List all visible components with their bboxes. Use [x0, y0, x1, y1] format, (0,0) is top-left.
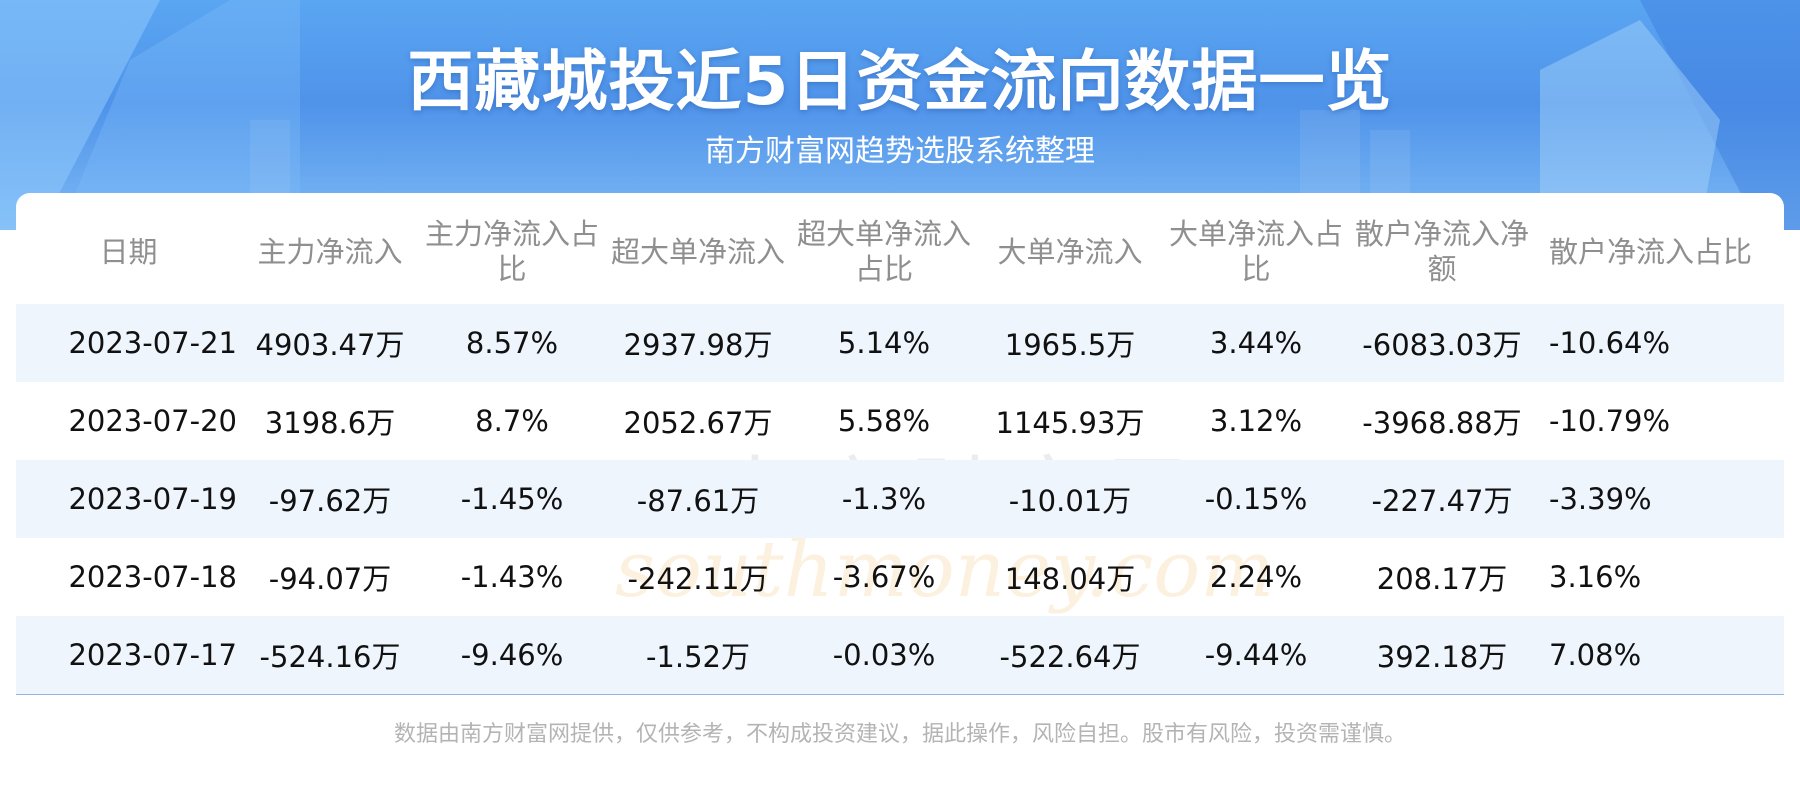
column-header-super-large-net-inflow: 超大单净流入 [610, 234, 785, 269]
cell-large-net-inflow-ratio: -0.15% [1163, 460, 1349, 538]
cell-super-large-net-inflow: -1.52万 [605, 616, 791, 694]
cell-main-net-inflow-ratio: -1.43% [460, 560, 564, 594]
page-subtitle: 南方财富网趋势选股系统整理 [705, 134, 1095, 169]
cell-main-net-inflow-ratio: -1.45% [419, 460, 605, 538]
cell-super-large-net-inflow: -87.61万 [605, 460, 791, 538]
cell-large-net-inflow: 1145.93万 [995, 406, 1145, 440]
cell-super-large-net-inflow: 2052.67万 [623, 406, 773, 440]
cell-main-net-inflow-ratio: -9.46% [419, 616, 605, 694]
cell-retail-net-inflow-ratio: 7.08% [1535, 616, 1784, 694]
cell-date: 2023-07-21 [16, 304, 241, 382]
cell-large-net-inflow: 1965.5万 [977, 304, 1163, 382]
cell-super-large-net-inflow-ratio: 5.58% [837, 404, 931, 438]
cell-large-net-inflow: 148.04万 [1004, 562, 1136, 596]
cell-main-net-inflow-ratio: 8.57% [419, 304, 605, 382]
cell-retail-net-inflow: -6083.03万 [1349, 304, 1535, 382]
table-header-row: 日期 主力净流入 主力净流入占比 超大单净流入 超大单净流入占比 大单净流入 大… [16, 200, 1784, 304]
cell-large-net-inflow: -522.64万 [977, 616, 1163, 694]
cell-large-net-inflow-ratio: 3.12% [1209, 404, 1303, 438]
cell-main-net-inflow-ratio: 8.7% [475, 404, 549, 438]
column-header-retail-net-inflow: 散户净流入净额 [1354, 217, 1529, 286]
column-header-main-net-inflow: 主力净流入 [257, 234, 403, 269]
table-row: 2023-07-20 3198.6万 8.7% 2052.67万 5.58% 1… [16, 382, 1784, 460]
cell-retail-net-inflow-ratio: -10.64% [1535, 304, 1784, 382]
cell-main-net-inflow: -97.62万 [241, 460, 419, 538]
disclaimer-text: 数据由南方财富网提供，仅供参考，不构成投资建议，据此操作，风险自担。股市有风险，… [393, 722, 1406, 747]
cell-main-net-inflow: 4903.47万 [241, 304, 419, 382]
cell-retail-net-inflow-ratio: 3.16% [1549, 560, 1642, 594]
table-card [16, 193, 1784, 695]
table-row: 2023-07-18 -94.07万 -1.43% -242.11万 -3.67… [16, 538, 1784, 616]
page-title: 西藏城投近5日资金流向数据一览 [407, 43, 1393, 120]
cell-large-net-inflow-ratio: 3.44% [1163, 304, 1349, 382]
cell-retail-net-inflow: 392.18万 [1349, 616, 1535, 694]
cell-retail-net-inflow-ratio: -10.79% [1549, 404, 1671, 438]
column-header-large-net-inflow: 大单净流入 [997, 234, 1143, 269]
cell-date: 2023-07-18 [68, 560, 237, 594]
table-row: 2023-07-19 -97.62万 -1.45% -87.61万 -1.3% … [16, 460, 1784, 538]
cell-super-large-net-inflow-ratio: -0.03% [791, 616, 977, 694]
cell-super-large-net-inflow-ratio: -3.67% [832, 560, 936, 594]
cell-date: 2023-07-19 [16, 460, 241, 538]
cell-retail-net-inflow: -227.47万 [1349, 460, 1535, 538]
cell-super-large-net-inflow-ratio: -1.3% [791, 460, 977, 538]
cell-main-net-inflow: 3198.6万 [264, 406, 396, 440]
cell-large-net-inflow: -10.01万 [977, 460, 1163, 538]
cell-retail-net-inflow-ratio: -3.39% [1535, 460, 1784, 538]
table-row: 2023-07-21 4903.47万 8.57% 2937.98万 5.14%… [16, 304, 1784, 382]
cell-super-large-net-inflow: 2937.98万 [605, 304, 791, 382]
cell-retail-net-inflow: 208.17万 [1376, 562, 1508, 596]
cell-date: 2023-07-17 [16, 616, 241, 694]
column-header-date: 日期 [99, 234, 158, 269]
cell-retail-net-inflow: -3968.88万 [1362, 406, 1522, 440]
cell-main-net-inflow: -94.07万 [268, 562, 392, 596]
column-header-main-net-inflow-ratio: 主力净流入占比 [424, 217, 599, 286]
cell-main-net-inflow: -524.16万 [241, 616, 419, 694]
fund-flow-table: 日期 主力净流入 主力净流入占比 超大单净流入 超大单净流入占比 大单净流入 大… [16, 200, 1784, 694]
cell-date: 2023-07-20 [68, 404, 237, 438]
column-header-large-net-inflow-ratio: 大单净流入占比 [1168, 217, 1343, 286]
column-header-super-large-net-inflow-ratio: 超大单净流入占比 [796, 217, 971, 286]
cell-super-large-net-inflow-ratio: 5.14% [791, 304, 977, 382]
table-bottom-border [16, 694, 1784, 695]
table-row: 2023-07-17 -524.16万 -9.46% -1.52万 -0.03%… [16, 616, 1784, 694]
cell-super-large-net-inflow: -242.11万 [627, 562, 769, 596]
cell-large-net-inflow-ratio: 2.24% [1209, 560, 1303, 594]
column-header-retail-net-inflow-ratio: 散户净流入占比 [1549, 234, 1753, 269]
cell-large-net-inflow-ratio: -9.44% [1163, 616, 1349, 694]
